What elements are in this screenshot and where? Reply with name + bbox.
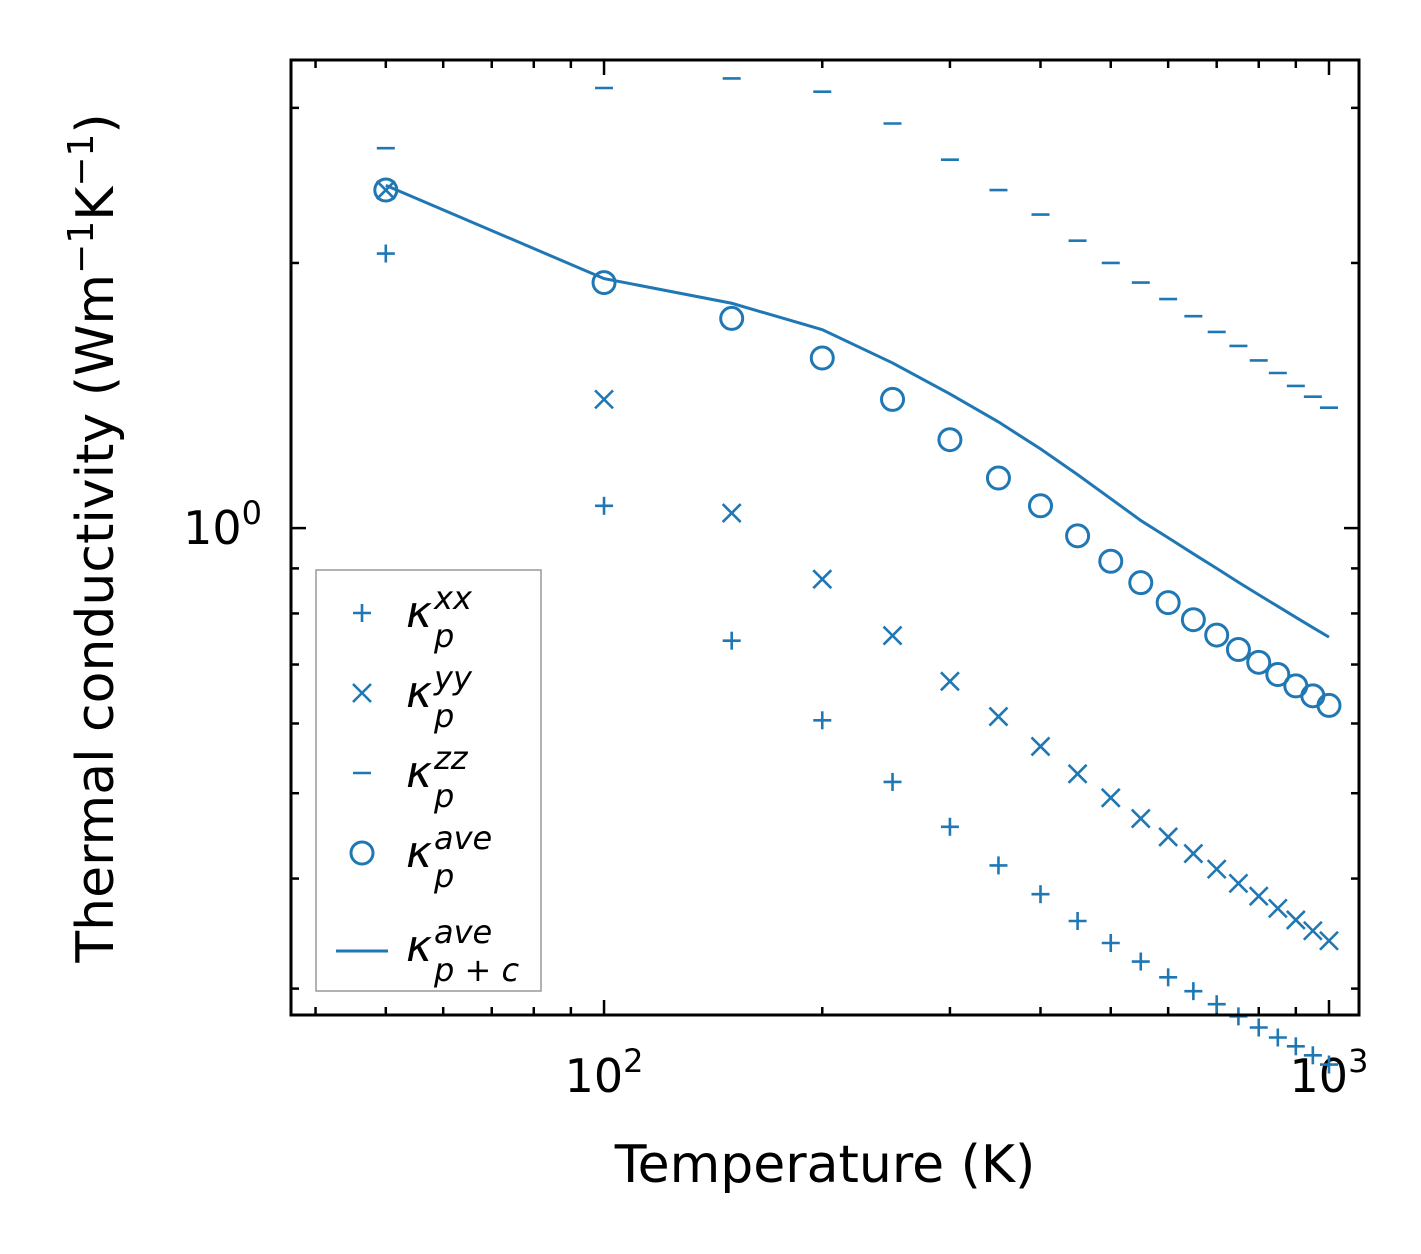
legend-label-sub: p: [433, 697, 454, 735]
x-axis-label: Temperature (K): [614, 1135, 1036, 1195]
series-kyy: [375, 180, 1339, 951]
circle-marker: [591, 270, 617, 296]
circle-marker: [1098, 548, 1124, 574]
circle-marker: [1128, 570, 1154, 596]
x-marker-b: [1183, 843, 1204, 864]
x-marker-b: [1100, 787, 1121, 808]
series-kpc: [385, 183, 1330, 639]
legend-label-sub: p: [433, 857, 454, 895]
circle-marker: [809, 345, 835, 371]
x-marker-b: [1319, 930, 1339, 951]
legend-label: κxx: [406, 579, 473, 638]
circle-marker: [1316, 692, 1342, 718]
x-marker-b: [375, 180, 396, 200]
legend-label: κyy: [406, 659, 473, 718]
x-marker-b: [594, 389, 614, 410]
circle-marker: [985, 465, 1011, 491]
x-marker-b: [1285, 910, 1306, 930]
circle-marker: [1265, 661, 1291, 687]
x-tick-label: 103: [1290, 1042, 1369, 1103]
legend-label-sub: p: [433, 617, 454, 655]
x-marker-b: [352, 683, 372, 703]
circle-marker: [880, 386, 906, 412]
legend-box: [315, 569, 542, 992]
legend-label: κave: [406, 913, 492, 972]
x-marker-b: [1228, 873, 1249, 894]
y-tick-label: 100: [183, 494, 262, 555]
circle-marker: [1028, 493, 1054, 519]
x-marker-b: [721, 503, 742, 524]
x-marker-b: [1248, 886, 1269, 907]
circle-marker: [1155, 590, 1181, 616]
series-kxx: [376, 244, 1338, 1074]
legend-label: κave: [406, 819, 492, 878]
circle-marker: [1204, 622, 1230, 648]
circle-marker: [1225, 637, 1251, 663]
circle-marker: [349, 840, 375, 866]
x-tick-label: 102: [565, 1042, 644, 1103]
legend-label-sub: p + c: [433, 951, 519, 989]
x-marker-b: [940, 671, 960, 692]
x-marker-b: [1302, 920, 1323, 941]
x-marker-b: [1206, 859, 1227, 880]
circle-marker: [719, 305, 745, 331]
x-marker-b: [1030, 736, 1051, 757]
tick-labels: 102 103 100: [183, 494, 1368, 1103]
x-marker-b: [1158, 827, 1179, 847]
x-marker-b: [1267, 898, 1288, 919]
series-kave: [373, 177, 1342, 718]
plot-series: [373, 77, 1342, 1074]
x-marker-b: [1067, 763, 1088, 784]
legend-label-sub: p: [433, 777, 454, 815]
x-marker-b: [812, 569, 833, 590]
plot-frame: [289, 58, 1361, 1017]
legend-label: κzz: [406, 739, 469, 798]
x-marker-b: [1130, 808, 1151, 829]
circle-marker: [937, 427, 963, 453]
x-marker-b: [988, 706, 1009, 727]
series-kzz: [376, 77, 1338, 409]
circle-marker: [1065, 523, 1091, 549]
x-marker-b: [882, 625, 903, 646]
circle-marker: [1180, 607, 1206, 633]
series-line: [385, 183, 1330, 639]
y-axis-label: Thermal conductivity (Wm−1K−1): [61, 113, 126, 963]
circle-marker: [1246, 649, 1272, 675]
